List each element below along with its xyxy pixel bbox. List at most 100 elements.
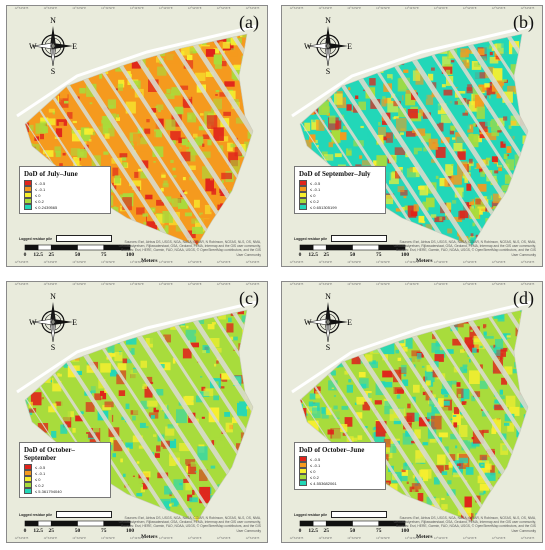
coordinate-tick: 12°34'56"E	[158, 282, 173, 286]
coordinate-ticks-top: 12°34'56"E 12°34'56"E 12°34'56"E 12°34'56"E…	[282, 6, 542, 13]
legend-item: ≤ 0	[24, 476, 106, 482]
attribution-text: Sources: Esri, Airbus DS, USGS, NGA, NAS…	[393, 240, 536, 257]
logged-residue-legend: Logged residue pile	[294, 511, 388, 518]
scale-segment	[299, 244, 314, 251]
coordinate-tick: 12°34'56"E	[318, 6, 333, 10]
coordinate-ticks-top: 12°34'56"E 12°34'56"E 12°34'56"E 12°34'56"E…	[7, 6, 267, 13]
scale-tick-label: 12.5	[33, 252, 43, 258]
coordinate-tick: 12°34'56"E	[130, 536, 144, 540]
coordinate-tick: 12°34'56"E	[318, 282, 333, 286]
coordinate-tick: 12°34'56"E	[14, 260, 29, 264]
legend-swatch	[24, 204, 32, 210]
legend-item: ≤ 0.2	[24, 482, 106, 488]
legend-item: ≤ 0.651305199	[299, 204, 381, 210]
coordinate-tick: 12°34'56"E	[520, 6, 535, 10]
legend-label: ≤ 0.2	[310, 474, 319, 480]
legend-item: ≤ 0.2439565	[24, 204, 106, 210]
legend-item: ≤ 0.2	[24, 198, 106, 204]
legend-swatch	[299, 456, 307, 462]
legend-label: ≤ 0.651305199	[310, 204, 337, 210]
coordinate-tick: 12°34'56"E	[187, 282, 202, 286]
compass-s: S	[51, 343, 55, 350]
legend-swatch	[299, 186, 307, 192]
scale-segment	[77, 244, 105, 251]
logged-residue-label: Logged residue pile	[294, 236, 328, 241]
legend-swatch	[299, 462, 307, 468]
scale-segment	[50, 244, 78, 251]
legend-swatch	[299, 480, 307, 486]
coordinate-tick: 12°34'56"E	[43, 260, 58, 264]
legend-item: ≤ 4.553682061	[299, 480, 381, 486]
scale-unit: Meters	[416, 258, 433, 264]
coordinate-tick: 12°34'56"E	[491, 282, 506, 286]
compass-w: W	[29, 318, 37, 327]
attribution-text: Sources: Esri, Airbus DS, USGS, NGA, NAS…	[393, 516, 536, 533]
legend-swatch	[24, 482, 32, 488]
compass-e: E	[72, 318, 77, 327]
scale-tick-label: 100	[400, 528, 410, 534]
coordinate-tick: 12°34'56"E	[491, 6, 506, 10]
scale-segment	[24, 244, 39, 251]
scale-tick-label: 50	[74, 252, 81, 258]
legend-swatch	[24, 180, 32, 186]
legend-item: ≤ 0	[24, 192, 106, 198]
coordinate-tick: 12°34'56"E	[462, 260, 477, 264]
scale-segment	[50, 520, 78, 527]
road-line	[291, 24, 533, 118]
scale-segment	[37, 244, 52, 251]
coordinate-tick: 12°34'56"E	[318, 536, 333, 540]
scale-tick-label: 75	[376, 528, 382, 534]
legend-label: ≤ 0	[35, 476, 41, 482]
legend-item: ≤ -0.5	[24, 180, 106, 186]
coordinate-tick: 12°34'56"E	[376, 260, 390, 264]
scale-segment	[299, 520, 314, 527]
coordinate-tick: 12°34'56"E	[130, 282, 144, 286]
coordinate-tick: 12°34'56"E	[216, 260, 231, 264]
scale-tick-label: 75	[101, 528, 107, 534]
coordinate-tick: 12°34'56"E	[130, 6, 144, 10]
scale-bar: 0 12.5 25 50 75 100 Meters	[23, 520, 158, 542]
map-panel-d: 12°34'56"E 12°34'56"E 12°34'56"E 12°34'56"E…	[281, 281, 543, 543]
legend-swatch	[24, 198, 32, 204]
coordinate-tick: 12°34'56"E	[187, 6, 202, 10]
coordinate-tick: 12°34'56"E	[347, 6, 362, 10]
compass-w: W	[304, 42, 312, 51]
legend-label: ≤ 0	[310, 468, 316, 474]
legend-item: ≤ -0.5	[24, 464, 106, 470]
coordinate-tick: 12°34'56"E	[289, 282, 304, 286]
legend-label: ≤ 4.553682061	[310, 480, 337, 486]
north-arrow-icon: N S W E	[29, 290, 77, 352]
north-arrow-icon: N S W E	[304, 290, 352, 352]
panel-label: (a)	[239, 12, 259, 32]
logged-residue-swatch	[56, 511, 113, 518]
scale-bar: 0 12.5 25 50 75 100 Meters	[23, 244, 158, 266]
compass-w: W	[304, 318, 312, 327]
legend-label: ≤ 0	[35, 192, 41, 198]
legend-label: ≤ -0.5	[310, 180, 321, 186]
legend-swatch	[24, 186, 32, 192]
legend-swatch	[24, 476, 32, 482]
legend-swatch	[24, 192, 32, 198]
coordinate-tick: 12°34'56"E	[520, 282, 535, 286]
legend-title: DoD of October–September	[24, 446, 75, 462]
coordinate-ticks-top: 12°34'56"E 12°34'56"E 12°34'56"E 12°34'56"E…	[7, 282, 267, 289]
panel-label: (d)	[513, 288, 534, 308]
panel-label: (b)	[513, 12, 534, 32]
north-arrow-icon: N S W E	[29, 14, 77, 76]
scale-tick-label: 75	[101, 252, 107, 258]
scale-tick-label: 100	[125, 528, 135, 534]
scale-tick-label: 0	[298, 528, 302, 534]
coordinate-ticks-bottom: 12°34'56"E 12°34'56"E 12°34'56"E 12°34'56"E…	[282, 260, 542, 266]
coordinate-tick: 12°34'56"E	[158, 536, 173, 540]
legend-label: ≤ -0.1	[310, 462, 321, 468]
legend-title: DoD of July–June	[24, 170, 78, 178]
coordinate-tick: 12°34'56"E	[462, 536, 477, 540]
logged-residue-label: Logged residue pile	[19, 512, 53, 517]
road-line	[16, 24, 258, 118]
legend-item: ≤ -0.1	[299, 186, 381, 192]
legend-label: ≤ -0.1	[35, 470, 46, 476]
coordinate-tick: 12°34'56"E	[187, 260, 202, 264]
road-line	[291, 300, 533, 394]
coordinate-tick: 12°34'56"E	[520, 260, 535, 264]
coordinate-tick: 12°34'56"E	[14, 282, 29, 286]
